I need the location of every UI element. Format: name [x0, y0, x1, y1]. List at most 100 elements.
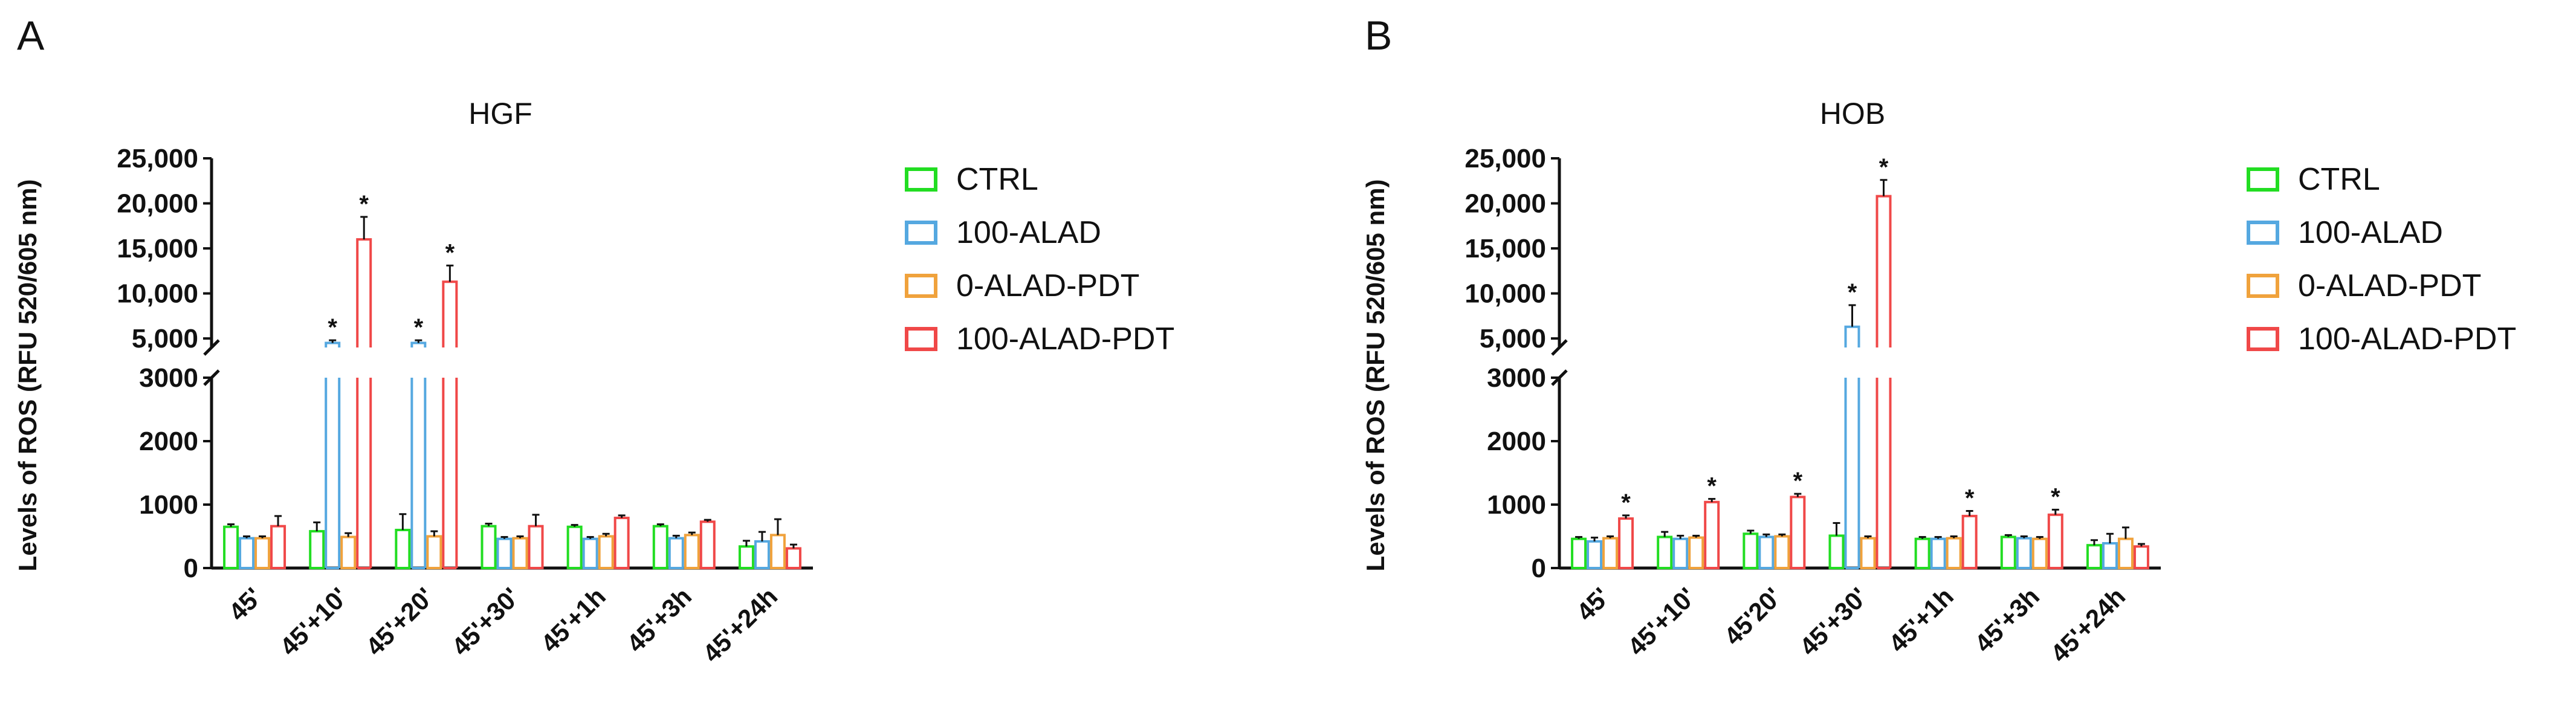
x-tick-label: 45'+24h: [697, 582, 783, 668]
legend-swatch: [905, 327, 937, 351]
significance-marker: *: [328, 314, 337, 341]
bar: [528, 525, 544, 570]
x-tick-label: 45': [223, 582, 267, 626]
bar-lower-segment: [325, 378, 341, 569]
bar: [426, 535, 442, 569]
x-tick-label: 45'+30': [446, 582, 525, 661]
bar: [738, 545, 754, 569]
bar: [668, 537, 684, 570]
bar: [1618, 517, 1634, 569]
y-tick-label: 1000: [139, 490, 198, 520]
bar: [684, 534, 700, 570]
bar: [1860, 537, 1876, 570]
significance-marker: *: [1879, 154, 1889, 181]
significance-marker: *: [1793, 468, 1803, 494]
bar: [325, 341, 341, 347]
y-tick-label: 10,000: [1464, 279, 1546, 309]
bar: [1657, 535, 1673, 569]
significance-marker: *: [1848, 279, 1857, 306]
significance-marker: *: [414, 314, 424, 341]
x-tick-label: 45'+20': [360, 582, 439, 661]
legend-label: 0-ALAD-PDT: [956, 268, 1139, 303]
panel-letter: A: [17, 13, 45, 59]
x-tick-label: 45'+10': [1622, 582, 1701, 661]
bar: [1961, 514, 1978, 570]
y-tick-label: 20,000: [1464, 189, 1546, 219]
significance-marker: *: [1965, 485, 1975, 512]
bar-lower-segment: [442, 378, 458, 569]
bar: [1828, 534, 1845, 570]
bar: [1743, 532, 1759, 569]
bar: [582, 537, 598, 570]
y-tick-label: 15,000: [117, 234, 198, 263]
bar: [481, 525, 497, 570]
significance-marker: *: [445, 239, 455, 266]
x-tick-label: 45'20': [1718, 582, 1787, 650]
bar: [613, 517, 630, 569]
bar: [340, 535, 357, 569]
significance-marker: *: [2051, 483, 2060, 510]
legend-label: 100-ALAD: [956, 215, 1101, 250]
bar: [1875, 195, 1892, 347]
bar: [2000, 535, 2016, 569]
chart-panel-b: B HOB Levels of ROS (RFU 520/605 nm) 0 1000 2…: [1361, 13, 2516, 668]
legend-label: 0-ALAD-PDT: [2298, 268, 2481, 303]
panel-letter: B: [1365, 13, 1392, 59]
bar: [1571, 537, 1587, 570]
bar: [254, 537, 271, 570]
x-tick-label: 45'+1h: [536, 582, 611, 657]
bar: [1672, 537, 1689, 570]
bar: [785, 547, 801, 570]
chart-title: HGF: [468, 97, 532, 131]
bar: [1790, 496, 1806, 570]
bar: [2102, 542, 2118, 569]
y-tick-label: 10,000: [117, 279, 198, 309]
legend-swatch: [2247, 327, 2279, 351]
bar: [769, 534, 786, 570]
bar: [356, 238, 372, 347]
legend-swatch: [905, 167, 937, 192]
bar: [754, 540, 770, 570]
bar: [1758, 535, 1775, 569]
y-tick-label: 3000: [139, 363, 198, 393]
x-tick-label: 45'+3h: [1969, 582, 2045, 657]
bar: [1914, 537, 1930, 570]
bar: [410, 341, 427, 347]
bar: [239, 537, 255, 570]
bar: [1587, 540, 1603, 570]
x-tick-label: 45'+10': [274, 582, 354, 661]
bar: [2117, 537, 2134, 570]
y-tick-label: 2000: [1487, 427, 1546, 456]
legend-swatch: [2247, 167, 2279, 192]
bar: [598, 535, 614, 569]
bar: [395, 529, 411, 569]
legend-swatch: [2247, 274, 2279, 298]
significance-marker: *: [359, 191, 369, 218]
bar: [2031, 537, 2048, 570]
x-tick-label: 45': [1571, 582, 1615, 626]
bar: [223, 525, 239, 569]
x-tick-label: 45'+1h: [1883, 582, 1959, 657]
legend-swatch: [905, 221, 937, 245]
y-tick-label: 3000: [1487, 363, 1546, 393]
x-tick-label: 45'+3h: [621, 582, 697, 657]
axis-break-mark: [1551, 339, 1568, 356]
bar: [2133, 545, 2149, 569]
bar: [270, 525, 286, 570]
y-tick-label: 5,000: [132, 324, 198, 354]
y-axis-label: Levels of ROS (RFU 520/605 nm): [13, 179, 42, 572]
y-axis-label: Levels of ROS (RFU 520/605 nm): [1361, 179, 1390, 572]
y-tick-label: 5,000: [1480, 324, 1546, 354]
bar: [1774, 535, 1790, 569]
x-tick-label: 45'+24h: [2045, 582, 2131, 668]
bar: [652, 525, 668, 570]
legend-label: CTRL: [2298, 162, 2380, 197]
legend-swatch: [2247, 221, 2279, 245]
bar: [566, 525, 583, 569]
legend-label: 100-ALAD-PDT: [2298, 321, 2516, 357]
y-tick-label: 0: [184, 554, 198, 583]
bar: [1946, 537, 1962, 570]
legend-swatch: [905, 274, 937, 298]
bar: [512, 537, 528, 570]
y-tick-label: 1000: [1487, 490, 1546, 520]
